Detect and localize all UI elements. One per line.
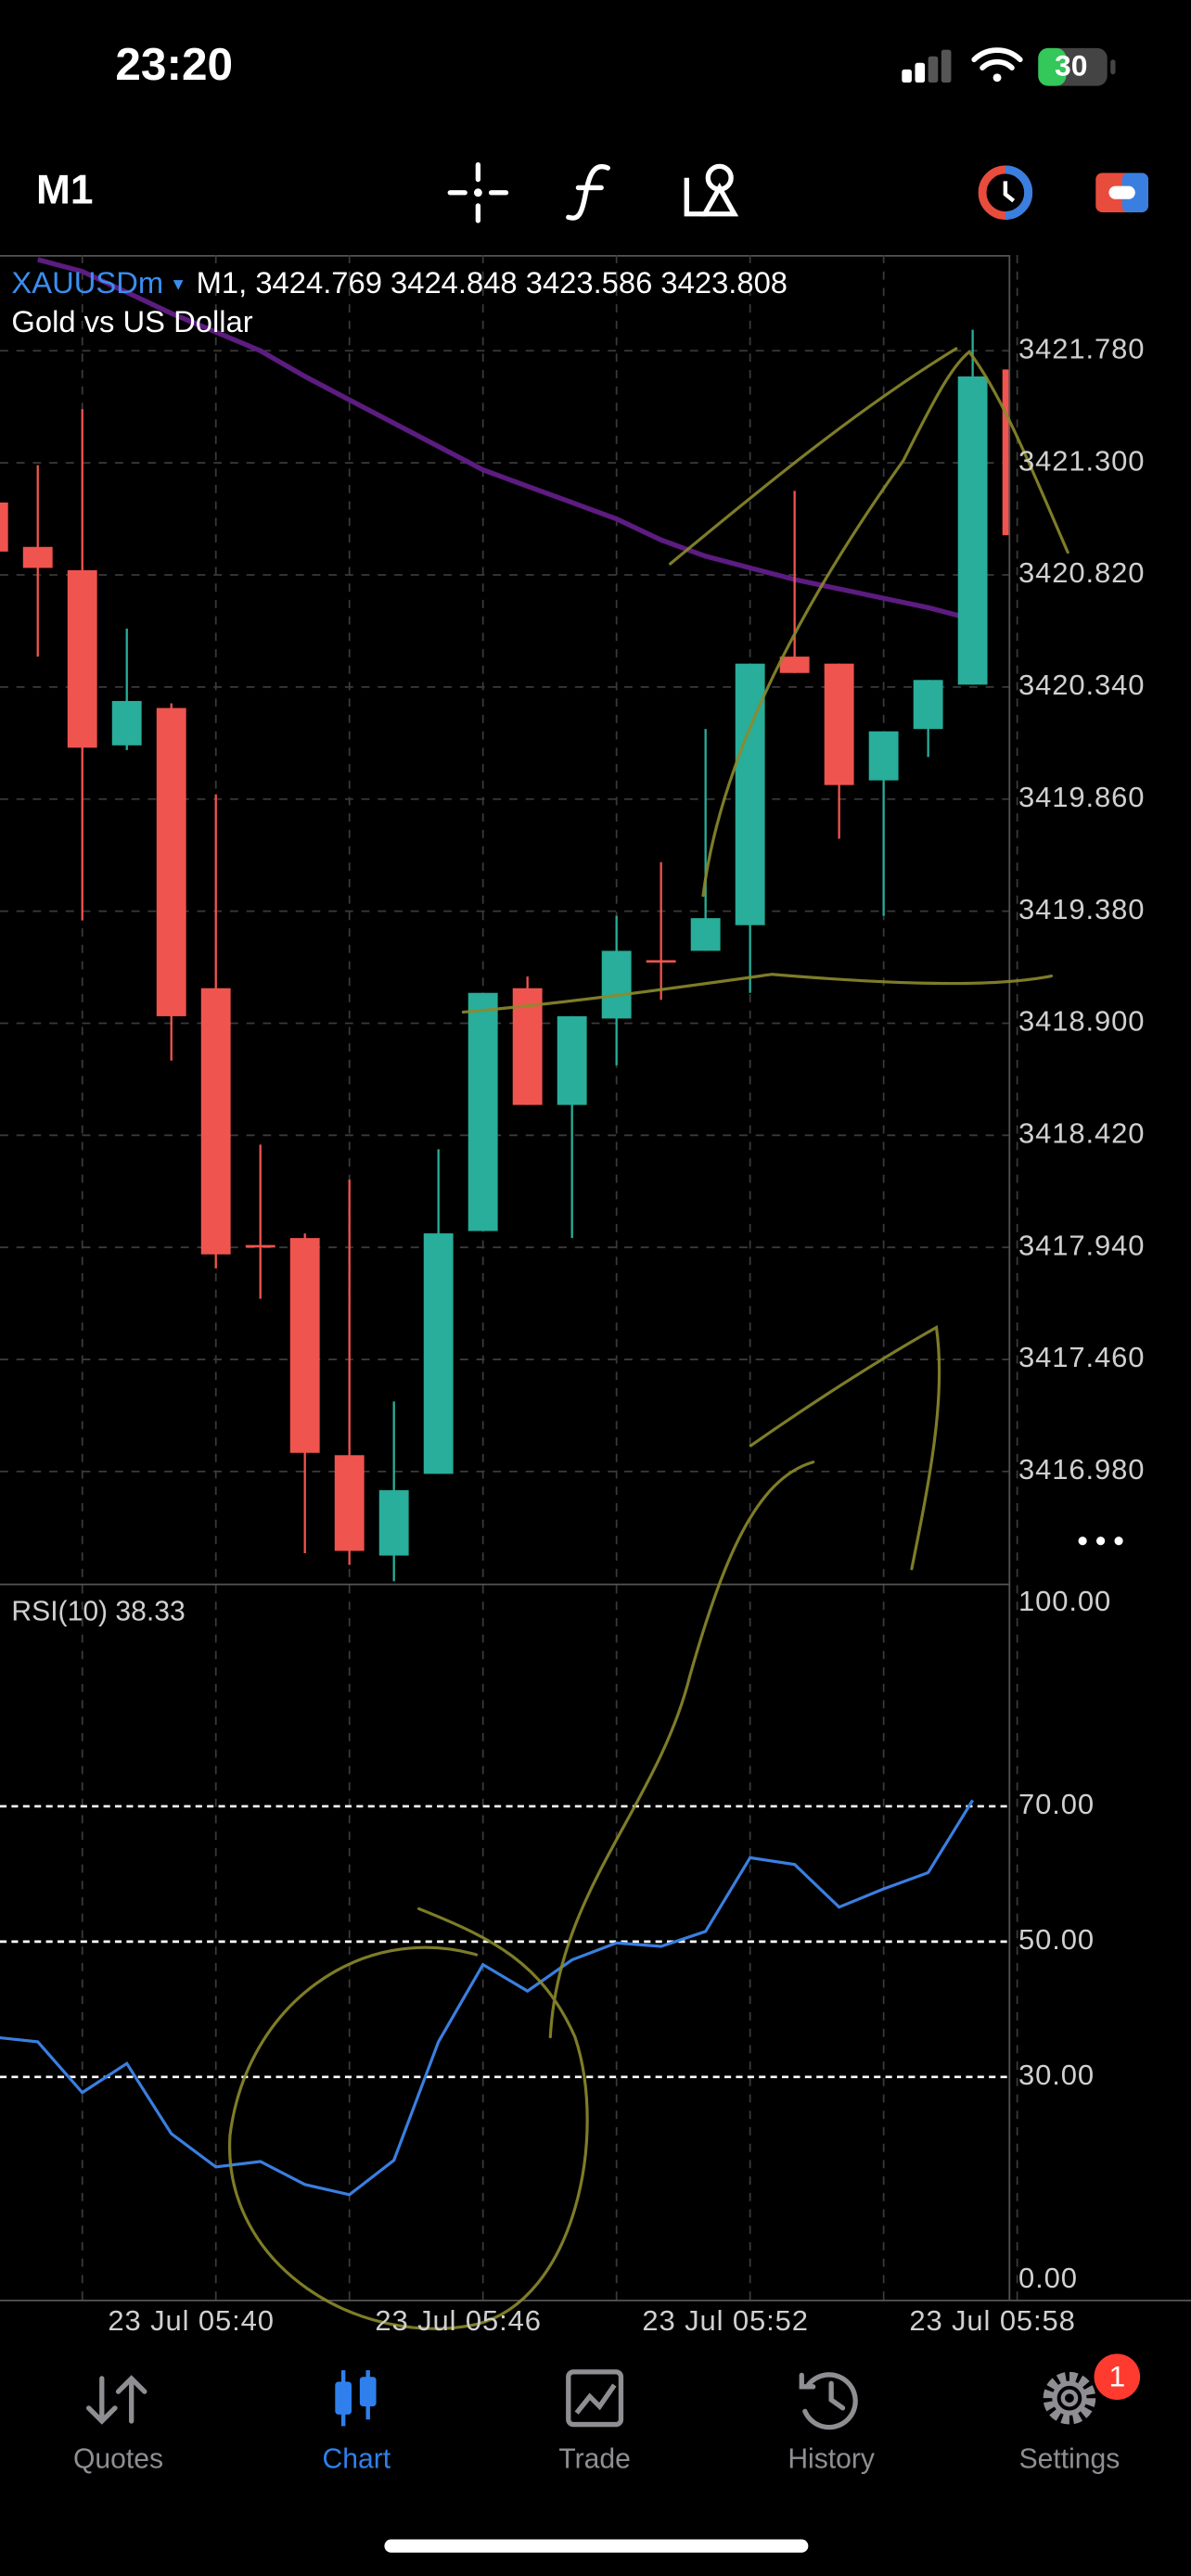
objects-button[interactable] <box>684 163 739 217</box>
rsi-plot <box>0 1799 1009 2197</box>
y-tick-label: 30.00 <box>1018 2059 1095 2091</box>
price-plot <box>0 257 1009 1582</box>
y-tick-label: 3417.940 <box>1018 1229 1145 1261</box>
tab-label[interactable]: History <box>788 2443 875 2474</box>
x-tick-label: 23 Jul 05:46 <box>375 2304 541 2337</box>
tab-label[interactable]: Quotes <box>73 2443 163 2474</box>
moving-average <box>37 257 974 622</box>
wifi-icon <box>971 47 1023 83</box>
candle-body <box>646 960 676 963</box>
chart-icon[interactable] <box>335 2370 377 2427</box>
one-click-button[interactable] <box>978 165 1033 220</box>
quote: M1, 3424.769 3424.848 3423.586 3423.808 <box>197 265 788 300</box>
rsi-title: RSI(10) 38.33 <box>11 1597 185 1627</box>
trade-panel-button[interactable] <box>1095 172 1148 212</box>
candle-body <box>868 731 899 781</box>
candle-body <box>378 1490 409 1556</box>
y-tick-label: 3419.860 <box>1018 781 1145 813</box>
candle-body <box>0 502 8 552</box>
y-tick-label: 3417.460 <box>1018 1341 1145 1373</box>
battery-level: 30 <box>1055 49 1087 83</box>
candle-body <box>690 918 721 951</box>
indicators-button[interactable] <box>566 164 610 221</box>
candle-body <box>824 663 854 785</box>
candle-body <box>22 546 53 568</box>
more-button[interactable] <box>1078 1537 1123 1546</box>
tab-label[interactable]: Chart <box>323 2443 391 2474</box>
y-tick-label: 3421.300 <box>1018 444 1145 477</box>
y-tick-label: 50.00 <box>1018 1923 1095 1956</box>
tab-bar: 1 Quotes Chart Trade History Settings <box>73 2353 1141 2474</box>
x-tick-label: 23 Jul 05:40 <box>108 2304 274 2337</box>
symbol-dropdown[interactable]: ▾ <box>173 273 184 295</box>
timeframe-button[interactable]: M1 <box>36 167 94 212</box>
y-tick-label: 3416.980 <box>1018 1453 1145 1486</box>
y-tick-label: 70.00 <box>1018 1788 1095 1820</box>
y-tick-label: 3421.780 <box>1018 332 1145 364</box>
tab-label[interactable]: Settings <box>1019 2443 1121 2474</box>
symbol-header[interactable]: XAUUSDm ▾ M1, 3424.769 3424.848 3423.586 3… <box>11 265 788 300</box>
candle-body <box>245 1244 275 1248</box>
panel-border <box>0 255 1191 2302</box>
settings-badge: 1 <box>1108 2359 1125 2392</box>
battery-icon: 30 <box>1038 47 1116 86</box>
candle-body <box>334 1455 365 1551</box>
tab-label[interactable]: Trade <box>558 2443 631 2474</box>
candle-body <box>156 708 186 1016</box>
x-tick-label: 23 Jul 05:58 <box>909 2304 1075 2337</box>
symbol-description: Gold vs US Dollar <box>11 304 252 338</box>
candle-body <box>200 988 231 1255</box>
y-tick-label: 3418.420 <box>1018 1117 1145 1150</box>
candle-body <box>1002 369 1009 536</box>
candle-body <box>601 950 632 1019</box>
candle-body <box>779 657 810 673</box>
rsi-line <box>0 1799 974 2197</box>
signal-icon <box>902 49 952 83</box>
candle-body <box>957 376 988 685</box>
x-tick-label: 23 Jul 05:52 <box>642 2304 808 2337</box>
y-tick-label: 3420.820 <box>1018 556 1145 589</box>
candle-body <box>913 680 943 730</box>
crosshair-button[interactable] <box>447 161 509 223</box>
candle-body <box>111 700 142 746</box>
history-icon[interactable] <box>799 2372 858 2430</box>
y-tick-label: 100.00 <box>1018 1585 1111 1617</box>
candle-body <box>67 569 97 748</box>
candle-body <box>289 1238 320 1453</box>
candle-body <box>557 1015 587 1105</box>
y-tick-label: 3419.380 <box>1018 893 1145 925</box>
quotes-icon[interactable] <box>85 2375 147 2425</box>
candle-body <box>423 1233 454 1474</box>
candle-body <box>467 992 498 1231</box>
settings-icon[interactable] <box>1043 2353 1141 2425</box>
home-indicator <box>384 2539 809 2553</box>
y-tick-label: 3418.900 <box>1018 1005 1145 1038</box>
symbol[interactable]: XAUUSDm <box>11 265 163 300</box>
clock: 23:20 <box>115 38 233 90</box>
trade-icon[interactable] <box>566 2369 624 2428</box>
y-tick-label: 3420.340 <box>1018 669 1145 701</box>
y-tick-label: 0.00 <box>1018 2262 1078 2294</box>
hand-drawing <box>228 347 1069 2330</box>
